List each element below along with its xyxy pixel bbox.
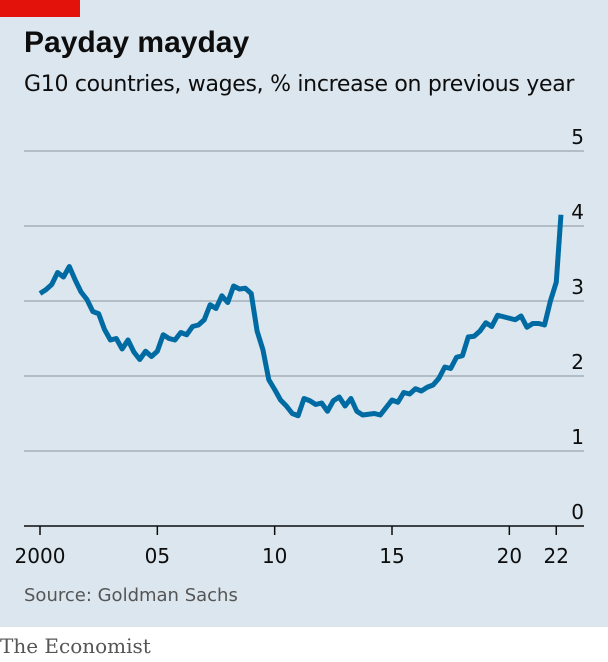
x-tick-label-15: 15 [379, 544, 404, 568]
chart-subtitle: G10 countries, wages, % increase on prev… [24, 72, 575, 97]
y-tick-label-3: 3 [571, 275, 584, 299]
y-tick-label-5: 5 [571, 125, 584, 149]
x-tick-label-22: 22 [544, 544, 569, 568]
x-tick-label-05: 05 [145, 544, 170, 568]
y-tick-label-2: 2 [571, 350, 584, 374]
y-tick-label-1: 1 [571, 425, 584, 449]
y-tick-label-4: 4 [571, 200, 584, 224]
x-tick-label-20: 20 [497, 544, 522, 568]
line-chart: 0 1 2 3 4 5 2000 05 10 15 20 22 [15, 125, 584, 568]
x-tick-label-2000: 2000 [15, 544, 66, 568]
source-note: Source: Goldman Sachs [24, 585, 238, 606]
x-tick-label-10: 10 [262, 544, 287, 568]
chart-panel [0, 0, 608, 627]
chart-title: Payday mayday [24, 26, 250, 59]
series-line-0 [38, 214, 564, 419]
y-tick-label-0: 0 [571, 500, 584, 524]
publisher-brand: The Economist [0, 634, 151, 658]
brand-red-tag [0, 0, 80, 17]
